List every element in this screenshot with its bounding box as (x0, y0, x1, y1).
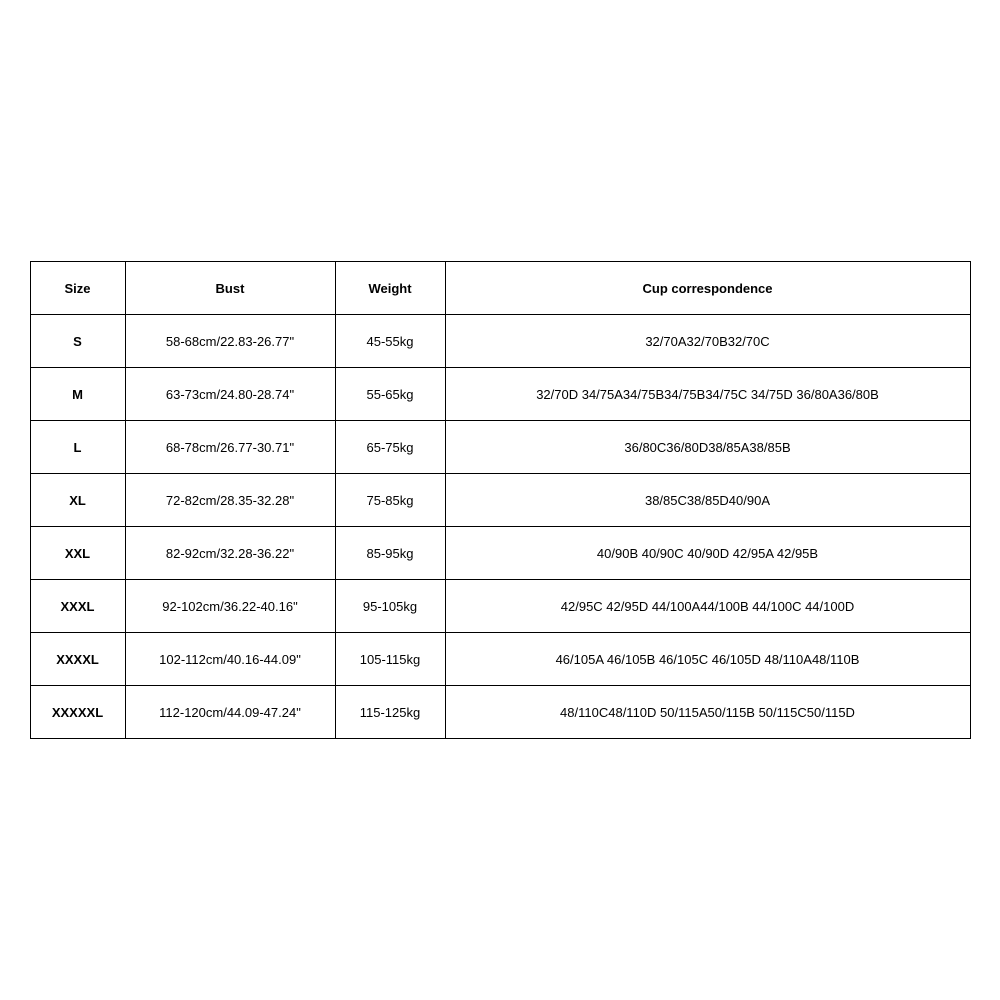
cell-cup: 40/90B 40/90C 40/90D 42/95A 42/95B (445, 527, 970, 580)
cell-cup: 36/80C36/80D38/85A38/85B (445, 421, 970, 474)
cell-size: L (30, 421, 125, 474)
cell-bust: 82-92cm/32.28-36.22" (125, 527, 335, 580)
cell-cup: 42/95C 42/95D 44/100A44/100B 44/100C 44/… (445, 580, 970, 633)
cell-weight: 85-95kg (335, 527, 445, 580)
table-row: L 68-78cm/26.77-30.71" 65-75kg 36/80C36/… (30, 421, 970, 474)
cell-cup: 38/85C38/85D40/90A (445, 474, 970, 527)
cell-size: XXXXL (30, 633, 125, 686)
cell-size: M (30, 368, 125, 421)
cell-weight: 95-105kg (335, 580, 445, 633)
table-row: XXXL 92-102cm/36.22-40.16" 95-105kg 42/9… (30, 580, 970, 633)
cell-size: XXXXXL (30, 686, 125, 739)
table-header-row: Size Bust Weight Cup correspondence (30, 262, 970, 315)
cell-bust: 58-68cm/22.83-26.77" (125, 315, 335, 368)
cell-bust: 112-120cm/44.09-47.24" (125, 686, 335, 739)
col-header-bust: Bust (125, 262, 335, 315)
table-row: XXXXL 102-112cm/40.16-44.09" 105-115kg 4… (30, 633, 970, 686)
cell-cup: 48/110C48/110D 50/115A50/115B 50/115C50/… (445, 686, 970, 739)
cell-weight: 75-85kg (335, 474, 445, 527)
col-header-size: Size (30, 262, 125, 315)
table-row: XL 72-82cm/28.35-32.28" 75-85kg 38/85C38… (30, 474, 970, 527)
cell-weight: 55-65kg (335, 368, 445, 421)
table-row: XXL 82-92cm/32.28-36.22" 85-95kg 40/90B … (30, 527, 970, 580)
cell-bust: 63-73cm/24.80-28.74" (125, 368, 335, 421)
size-chart-table: Size Bust Weight Cup correspondence S 58… (30, 261, 971, 739)
cell-bust: 102-112cm/40.16-44.09" (125, 633, 335, 686)
cell-size: XXXL (30, 580, 125, 633)
cell-weight: 105-115kg (335, 633, 445, 686)
cell-size: S (30, 315, 125, 368)
table-row: XXXXXL 112-120cm/44.09-47.24" 115-125kg … (30, 686, 970, 739)
page-container: Size Bust Weight Cup correspondence S 58… (0, 0, 1000, 1000)
cell-bust: 72-82cm/28.35-32.28" (125, 474, 335, 527)
cell-weight: 65-75kg (335, 421, 445, 474)
table-row: S 58-68cm/22.83-26.77" 45-55kg 32/70A32/… (30, 315, 970, 368)
col-header-weight: Weight (335, 262, 445, 315)
cell-weight: 45-55kg (335, 315, 445, 368)
table-row: M 63-73cm/24.80-28.74" 55-65kg 32/70D 34… (30, 368, 970, 421)
cell-bust: 92-102cm/36.22-40.16" (125, 580, 335, 633)
col-header-cup: Cup correspondence (445, 262, 970, 315)
cell-bust: 68-78cm/26.77-30.71" (125, 421, 335, 474)
cell-weight: 115-125kg (335, 686, 445, 739)
cell-cup: 46/105A 46/105B 46/105C 46/105D 48/110A4… (445, 633, 970, 686)
cell-size: XL (30, 474, 125, 527)
cell-cup: 32/70D 34/75A34/75B34/75B34/75C 34/75D 3… (445, 368, 970, 421)
cell-cup: 32/70A32/70B32/70C (445, 315, 970, 368)
cell-size: XXL (30, 527, 125, 580)
